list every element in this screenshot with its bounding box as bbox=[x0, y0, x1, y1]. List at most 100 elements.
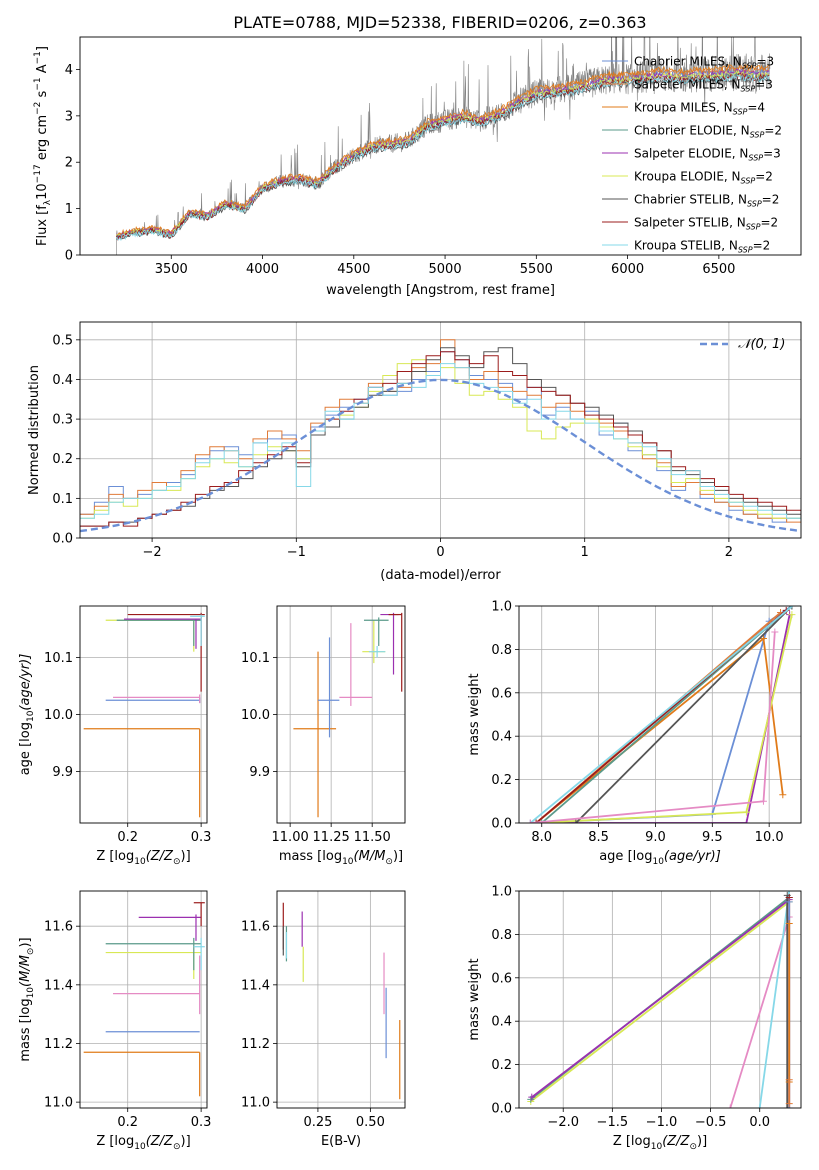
y-axis-label: mass weight bbox=[467, 673, 482, 755]
y-tick-label: 11.2 bbox=[241, 1037, 270, 1052]
y-axis-label: age [log10(age/yr)] bbox=[18, 654, 36, 776]
x-tick-label: 5500 bbox=[520, 262, 553, 277]
x-axis-label: Z [log10(Z/Z⊙)] bbox=[613, 1134, 707, 1152]
legend-entry: Chabrier ELODIE, NSSP=2 bbox=[634, 124, 782, 140]
weight-marker bbox=[756, 1104, 764, 1108]
legend-entry: Kroupa MILES, NSSP=4 bbox=[634, 101, 765, 117]
weight-line bbox=[541, 606, 793, 823]
mass_weight_vs_Z-panel: −2.0 −1.5 −1.0 −0.5 0.0 0.0 0.2 0.4 0.6 0.8 1.0 Z [… bbox=[467, 885, 802, 1152]
age_vs_mass-panel: 11.00 11.25 11.50 9.9 10.0 10.1 mass [log10(M/… bbox=[241, 605, 406, 867]
x-axis-label: Z [log10(Z/Z⊙)] bbox=[96, 1134, 190, 1152]
weight-marker bbox=[742, 819, 750, 823]
y-tick-label: 1 bbox=[65, 202, 73, 217]
spectrum-frame bbox=[79, 36, 802, 256]
y-tick-label: 0.4 bbox=[52, 373, 73, 388]
mass_vs_Z-plot-area bbox=[83, 902, 205, 1097]
residuals-frame bbox=[79, 321, 802, 539]
weight-line bbox=[758, 891, 791, 1108]
x-tick-label: 0.3 bbox=[191, 830, 212, 845]
y-tick-label: 11.2 bbox=[44, 1037, 73, 1052]
x-tick-label: 0 bbox=[436, 545, 444, 560]
histogram-series bbox=[80, 351, 801, 531]
y-tick-label: 11.0 bbox=[241, 1096, 270, 1111]
y-axis-label: mass [log10(M/M⊙)] bbox=[18, 937, 36, 1061]
weight-marker bbox=[794, 598, 801, 605]
x-tick-label: −0.5 bbox=[695, 1115, 727, 1130]
y-tick-label: 0.2 bbox=[491, 1058, 512, 1073]
x-tick-label: 6000 bbox=[611, 262, 644, 277]
figure-title: PLATE=0788, MJD=52338, FIBERID=0206, z=0… bbox=[233, 13, 646, 32]
y-tick-label: 0.4 bbox=[491, 730, 512, 745]
y-tick-label: 10.0 bbox=[241, 708, 270, 723]
y-axis-label: mass weight bbox=[467, 958, 482, 1040]
weight-line bbox=[529, 606, 794, 823]
x-tick-label: 0.2 bbox=[117, 1115, 138, 1130]
y-tick-label: 10.1 bbox=[44, 651, 73, 666]
weight-marker bbox=[783, 1104, 791, 1108]
y-tick-label: 0.4 bbox=[491, 1015, 512, 1030]
y-tick-label: 11.4 bbox=[44, 978, 73, 993]
x-axis-label: (data-model)/error bbox=[380, 568, 501, 583]
y-tick-label: 10.0 bbox=[44, 708, 73, 723]
x-tick-label: 4000 bbox=[246, 262, 279, 277]
weight-line bbox=[729, 916, 791, 1108]
weight-marker bbox=[742, 808, 750, 816]
x-axis-label: mass [log10(M/M⊙)] bbox=[279, 849, 403, 867]
histogram-series bbox=[80, 351, 801, 523]
weight-marker bbox=[785, 920, 793, 928]
normal-curve bbox=[80, 378, 801, 533]
age_vs_mass-frame bbox=[276, 605, 406, 824]
y-tick-label: 0.6 bbox=[491, 686, 512, 701]
x-axis-label: wavelength [Angstrom, rest frame] bbox=[326, 283, 555, 298]
y-tick-label: 11.0 bbox=[44, 1096, 73, 1111]
y-tick-label: 0.0 bbox=[52, 532, 73, 547]
x-tick-label: −2 bbox=[143, 545, 162, 560]
legend-entry: Chabrier MILES, NSSP=3 bbox=[634, 55, 774, 71]
legend-entry: Salpeter STELIB, NSSP=2 bbox=[634, 216, 778, 232]
y-tick-label: 10.1 bbox=[241, 651, 270, 666]
mass_vs_ebv-panel: 0.25 0.50 11.0 11.2 11.4 11.6 E(B-V) bbox=[241, 890, 406, 1149]
x-tick-label: −2.0 bbox=[547, 1115, 579, 1130]
weight-marker bbox=[572, 819, 580, 823]
spectrum-panel: 3500 4000 4500 5000 5500 6000 6500 0 1 2 3 4 wavelen… bbox=[33, 36, 802, 298]
x-axis-label: E(B-V) bbox=[321, 1134, 361, 1149]
x-tick-label: 0.50 bbox=[356, 1115, 385, 1130]
x-tick-label: 2 bbox=[725, 545, 733, 560]
y-axis-label: Normed distribution bbox=[27, 365, 42, 495]
histogram-series bbox=[80, 363, 801, 523]
x-tick-label: 11.50 bbox=[354, 830, 391, 845]
residuals-panel: −2 −1 0 1 2 0.0 0.1 0.2 0.3 0.4 0.5 (data-model)/er… bbox=[27, 321, 802, 583]
legend-entry: Salpeter ELODIE, NSSP=3 bbox=[634, 147, 781, 163]
y-tick-label: 0.0 bbox=[491, 1102, 512, 1117]
weight-marker bbox=[771, 628, 779, 636]
mass_weight_vs_age-plot-area bbox=[526, 598, 801, 823]
age_vs_mass-grid bbox=[277, 606, 405, 823]
x-tick-label: 11.00 bbox=[272, 830, 309, 845]
y-tick-label: 0.8 bbox=[491, 928, 512, 943]
y-tick-label: 11.6 bbox=[44, 920, 73, 935]
mass_vs_ebv-plot-area bbox=[282, 902, 401, 1100]
x-tick-label: 0.0 bbox=[749, 1115, 770, 1130]
weight-line bbox=[531, 898, 790, 1098]
spectrum-model-line bbox=[116, 72, 770, 241]
x-axis-label: Z [log10(Z/Z⊙)] bbox=[96, 849, 190, 867]
x-tick-label: 8.0 bbox=[531, 830, 552, 845]
y-tick-label: 0.6 bbox=[491, 971, 512, 986]
spectrum-plot-area bbox=[116, 37, 771, 255]
x-tick-label: −1.5 bbox=[597, 1115, 629, 1130]
weight-line bbox=[530, 901, 790, 1103]
weight-marker bbox=[788, 611, 796, 619]
age_vs_Z-panel: 0.2 0.3 9.9 10.0 10.1 Z [log10(Z/Z⊙)] age [log… bbox=[18, 605, 212, 867]
weight-marker bbox=[785, 1076, 793, 1084]
y-tick-label: 9.9 bbox=[52, 765, 73, 780]
age_vs_Z-grid bbox=[80, 606, 207, 823]
spectrum-model-line bbox=[116, 73, 770, 242]
y-tick-label: 1.0 bbox=[491, 885, 512, 900]
histogram-series bbox=[80, 339, 801, 523]
x-tick-label: 10.0 bbox=[755, 830, 784, 845]
x-tick-label: −1.0 bbox=[646, 1115, 678, 1130]
legend-entry: Chabrier STELIB, NSSP=2 bbox=[634, 193, 779, 209]
y-tick-label: 0.1 bbox=[52, 492, 73, 507]
y-tick-label: 0.2 bbox=[491, 773, 512, 788]
weight-marker bbox=[788, 606, 796, 610]
